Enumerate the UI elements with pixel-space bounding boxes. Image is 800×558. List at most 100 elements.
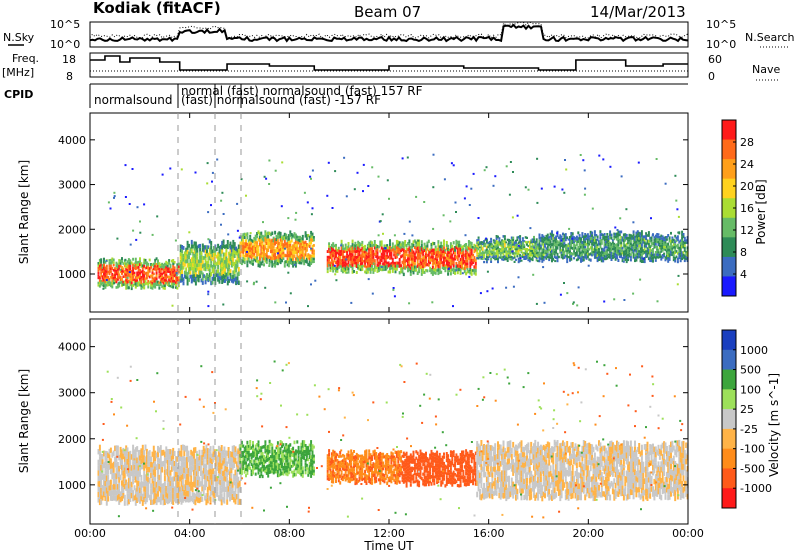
echo-cell [368,278,370,280]
echo-cell [592,208,594,210]
echo-cell [513,286,515,288]
echo-cell [522,237,524,239]
echo-cell [472,254,474,257]
echo-cell [603,301,605,303]
echo-cell [236,203,238,205]
echo-cell [394,234,396,236]
echo-cell [429,262,431,265]
echo-cell [300,460,302,463]
echo-cell [439,265,441,268]
echo-cell [220,200,222,202]
echo-cell [262,452,264,455]
echo-cell [207,305,209,307]
echo-cell [309,176,311,178]
echo-cell [433,154,435,156]
echo-cell [469,204,471,206]
echo-cell [196,256,198,260]
echo-cell [294,441,296,445]
echo-cell [408,240,410,244]
echo-cell [440,242,442,245]
echo-cell [246,236,248,240]
echo-cell [514,257,516,259]
echo-cell [328,242,330,245]
echo-cell [249,443,251,446]
echo-cell [648,234,650,237]
echo-cell [378,234,380,236]
echo-cell [554,260,556,262]
echo-cell [367,185,369,187]
echo-cell [630,256,632,259]
beam-title: Beam 07 [354,3,421,21]
echo-cell [285,302,287,304]
echo-cell [186,463,188,469]
echo-cell [305,231,307,234]
echo-cell [172,286,174,289]
echo-cell [258,471,260,474]
echo-cell [478,239,480,241]
echo-cell [623,261,625,263]
echo-cell [175,240,177,242]
echo-cell [212,172,214,174]
echo-cell [107,474,109,479]
echo-cell [150,457,152,462]
echo-cell [306,237,308,240]
echo-cell [278,454,280,457]
echo-cell [519,238,521,241]
echo-cell [129,203,131,205]
echo-cell [579,234,581,237]
echo-cell [509,254,511,256]
echo-cell [332,207,334,209]
echo-cell [669,258,671,261]
echo-cell [342,253,344,256]
echo-cell [223,481,225,487]
echo-cell [485,238,487,240]
echo-cell [162,174,164,176]
echo-cell [304,192,306,194]
echo-cell [521,260,523,262]
echo-cell [525,186,527,188]
echo-cell [348,261,350,264]
echo-cell [617,229,619,231]
echo-cell [212,281,214,285]
echo-cell [506,165,508,167]
echo-cell [396,255,398,258]
echo-cell [124,259,126,261]
echo-cell [453,261,455,264]
echo-cell [307,201,309,203]
echo-cell [411,234,413,236]
echo-cell [641,243,643,246]
echo-cell [292,447,294,450]
echo-cell [156,272,158,275]
echo-cell [249,235,251,238]
echo-cell [492,288,494,290]
echo-cell [449,220,451,222]
echo-cell [363,164,365,166]
echo-cell [225,456,227,461]
echo-cell [156,215,158,217]
echo-cell [305,471,307,474]
echo-cell [350,302,352,304]
echo-cell [130,244,132,246]
echo-cell [609,230,611,233]
echo-cell [295,212,297,214]
echo-cell [147,286,149,289]
echo-cell [675,200,677,202]
echo-cell [387,179,389,181]
echo-cell [557,259,559,262]
echo-cell [418,270,420,273]
echo-cell [374,259,376,262]
echo-cell [269,447,271,450]
echo-cell [454,249,456,252]
echo-cell [348,242,350,245]
echo-cell [227,233,229,235]
echo-cell [181,270,183,274]
echo-cell [313,255,315,258]
echo-cell [428,253,430,256]
echo-cell [444,270,446,273]
echo-cell [554,253,556,255]
echo-cell [609,166,611,168]
echo-cell [239,487,241,493]
freq-label: Freq. [12,52,39,65]
echo-cell [260,232,262,235]
echo-cell [103,264,105,267]
